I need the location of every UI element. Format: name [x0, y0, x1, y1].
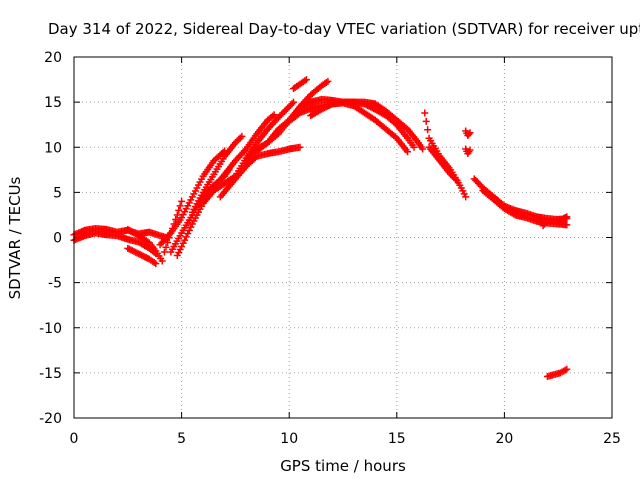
data-point [181, 236, 189, 244]
data-series [425, 143, 461, 185]
data-marks [70, 76, 571, 380]
data-point [561, 213, 569, 221]
data-point [421, 109, 429, 117]
data-series [156, 147, 229, 249]
data-series [543, 365, 571, 380]
x-tick-label: 25 [603, 431, 621, 447]
data-series [124, 244, 160, 268]
x-tick-label: 5 [177, 431, 186, 447]
plot-frame [73, 56, 613, 419]
data-point [238, 132, 246, 140]
data-series [307, 98, 427, 153]
tick-labels: 0 5 10 15 20 25 -20 -15 -10 -5 0 5 10 15 20 [39, 50, 621, 447]
data-point [465, 130, 473, 138]
chart-title: Day 314 of 2022, Sidereal Day-to-day VTE… [48, 20, 640, 38]
y-tick-label: -15 [39, 366, 62, 382]
data-point [176, 202, 184, 210]
data-point [302, 76, 310, 84]
data-series [188, 132, 246, 216]
data-point [296, 143, 304, 151]
data-point [187, 223, 195, 231]
grid [74, 57, 612, 418]
data-point [160, 248, 168, 256]
data-point [324, 77, 332, 85]
x-tick-label: 0 [70, 431, 79, 447]
data-point [178, 243, 186, 251]
y-tick-label: -10 [39, 321, 62, 337]
x-tick-label: 10 [280, 431, 298, 447]
data-point [152, 260, 160, 268]
x-tick-label: 20 [495, 431, 513, 447]
data-point [158, 257, 166, 265]
data-point [270, 111, 278, 119]
data-series [216, 143, 304, 201]
data-point [424, 126, 432, 134]
data-series [462, 145, 474, 158]
data-series [290, 76, 310, 93]
data-point [162, 243, 170, 251]
data-point [563, 365, 571, 373]
data-point [185, 226, 193, 234]
data-point [453, 177, 461, 185]
data-point [290, 98, 298, 106]
data-point [179, 239, 187, 247]
data-point [173, 211, 181, 219]
x-axis-label: GPS time / hours [280, 457, 406, 475]
data-point [184, 230, 192, 238]
data-series [462, 127, 474, 140]
data-point [410, 143, 418, 151]
y-tick-label: 10 [44, 140, 62, 156]
data-point [182, 233, 190, 241]
data-point [178, 197, 186, 205]
data-point [466, 146, 474, 154]
data-point [404, 148, 412, 156]
data-point [422, 117, 430, 125]
data-series [539, 213, 571, 230]
y-tick-label: -20 [39, 411, 62, 427]
data-point [419, 145, 427, 153]
data-point [288, 100, 296, 108]
data-series [124, 225, 166, 265]
data-point [563, 213, 571, 221]
y-axis-label: SDTVAR / TECUs [6, 176, 24, 299]
y-tick-label: 5 [53, 185, 62, 201]
data-point [462, 193, 470, 201]
y-tick-label: -5 [48, 276, 62, 292]
data-point [175, 206, 183, 214]
y-tick-label: 15 [44, 95, 62, 111]
y-tick-label: 0 [53, 231, 62, 247]
y-tick-label: 20 [44, 50, 62, 66]
data-point [563, 221, 571, 229]
data-point [466, 129, 474, 137]
data-series [421, 109, 470, 201]
x-tick-label: 15 [388, 431, 406, 447]
